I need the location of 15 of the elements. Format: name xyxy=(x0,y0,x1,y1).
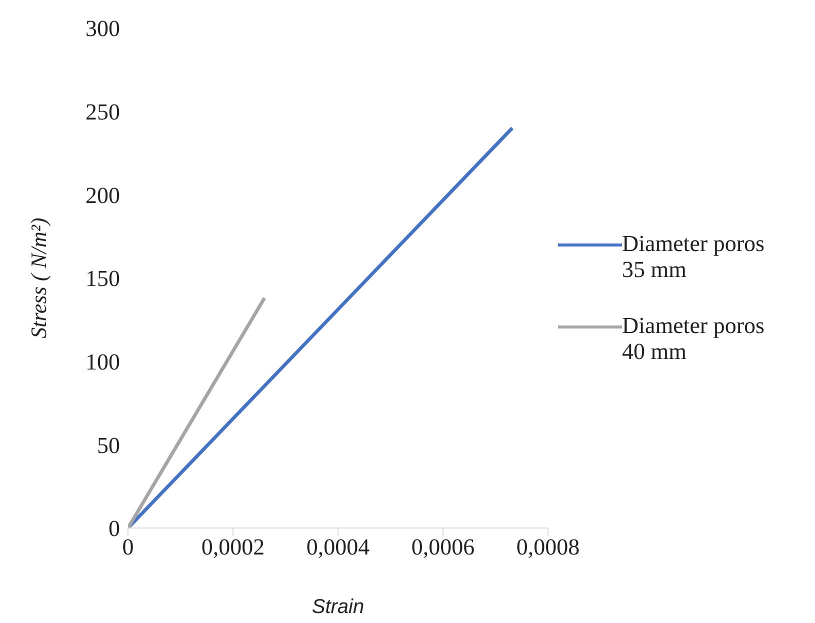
y-tick-label: 250 xyxy=(86,100,120,124)
x-tick-label: 0,0006 xyxy=(411,534,475,560)
x-tick-label: 0,0008 xyxy=(516,534,580,560)
x-tick-label: 0,0004 xyxy=(306,534,370,560)
y-tick-label: 200 xyxy=(86,182,120,208)
x-tick-label: 0,0002 xyxy=(201,534,265,560)
y-tick-label: 150 xyxy=(86,266,120,292)
y-tick-label: 300 xyxy=(86,16,120,42)
y-tick-label: 50 xyxy=(97,432,120,458)
legend-label: Diameter poros 40 mm xyxy=(622,313,764,365)
y-tick-label: 0 xyxy=(108,516,120,542)
y-tick-label: 100 xyxy=(86,350,120,374)
legend-label: Diameter poros 35 mm xyxy=(622,231,764,283)
y-axis-title: Stress ( N/m²) xyxy=(26,218,51,338)
x-axis-title: Strain xyxy=(312,596,364,618)
